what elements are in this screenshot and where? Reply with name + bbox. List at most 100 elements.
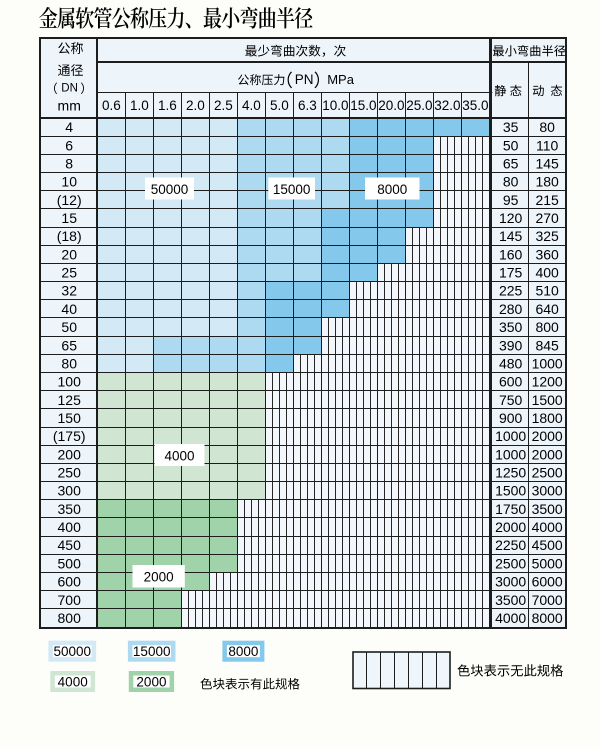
svg-text:1000: 1000 [532,355,563,371]
svg-text:(18): (18) [57,228,82,244]
svg-text:4000: 4000 [58,674,88,689]
svg-text:800: 800 [58,610,82,626]
svg-text:2500: 2500 [495,555,526,571]
svg-text:640: 640 [535,301,559,317]
svg-text:4: 4 [65,119,73,135]
svg-text:50000: 50000 [151,182,189,197]
svg-text:3000: 3000 [495,574,526,590]
svg-text:6: 6 [65,137,73,153]
svg-text:(12): (12) [57,192,82,208]
svg-text:225: 225 [499,283,523,299]
svg-text:8000: 8000 [532,610,563,626]
svg-text:35.0: 35.0 [462,98,488,113]
svg-text:900: 900 [499,410,523,426]
svg-text:270: 270 [535,210,559,226]
svg-text:4000: 4000 [532,519,563,535]
svg-text:350: 350 [499,319,523,335]
svg-text:65: 65 [503,155,519,171]
svg-text:510: 510 [535,283,559,299]
svg-text:25.0: 25.0 [406,98,432,113]
svg-text:2500: 2500 [532,465,563,481]
svg-text:3500: 3500 [495,592,526,608]
svg-text:95: 95 [503,192,519,208]
svg-text:200: 200 [58,446,82,462]
svg-text:15000: 15000 [273,182,311,197]
svg-text:120: 120 [499,210,523,226]
svg-text:32: 32 [61,283,77,299]
svg-text:50: 50 [503,137,519,153]
svg-text:20.0: 20.0 [378,98,404,113]
svg-text:6.3: 6.3 [298,98,317,113]
svg-text:600: 600 [58,574,82,590]
svg-text:20: 20 [61,246,77,262]
svg-text:600: 600 [499,374,523,390]
svg-text:4000: 4000 [164,448,194,463]
svg-text:145: 145 [499,228,523,244]
svg-text:5.0: 5.0 [270,98,289,113]
svg-text:7000: 7000 [532,592,563,608]
svg-text:35: 35 [503,119,519,135]
svg-text:3500: 3500 [532,501,563,517]
svg-text:100: 100 [58,374,82,390]
svg-text:50: 50 [61,319,77,335]
svg-text:8000: 8000 [377,182,407,197]
svg-text:2250: 2250 [495,537,526,553]
svg-text:4500: 4500 [532,537,563,553]
svg-text:2000: 2000 [136,674,166,689]
svg-text:4000: 4000 [495,610,526,626]
svg-text:2000: 2000 [532,428,563,444]
svg-text:1000: 1000 [495,446,526,462]
svg-text:125: 125 [58,392,82,408]
svg-text:300: 300 [58,483,82,499]
svg-text:15.0: 15.0 [350,98,376,113]
svg-text:15000: 15000 [133,644,171,659]
svg-text:32.0: 32.0 [434,98,460,113]
svg-text:1500: 1500 [495,483,526,499]
svg-text:700: 700 [58,592,82,608]
svg-text:5000: 5000 [532,555,563,571]
svg-text:350: 350 [58,501,82,517]
svg-text:2.0: 2.0 [186,98,205,113]
svg-text:1500: 1500 [532,392,563,408]
svg-text:175: 175 [499,265,523,281]
svg-text:25: 25 [61,265,77,281]
svg-text:160: 160 [499,246,523,262]
svg-text:750: 750 [499,392,523,408]
svg-text:280: 280 [499,301,523,317]
svg-text:1800: 1800 [532,410,563,426]
svg-text:1000: 1000 [495,428,526,444]
svg-text:mm: mm [58,98,81,114]
svg-text:1750: 1750 [495,501,526,517]
svg-text:150: 150 [58,410,82,426]
svg-text:180: 180 [535,174,559,190]
svg-text:6000: 6000 [532,574,563,590]
svg-text:2.5: 2.5 [214,98,233,113]
svg-text:400: 400 [535,265,559,281]
svg-text:400: 400 [58,519,82,535]
svg-text:80: 80 [539,119,555,135]
svg-text:1.0: 1.0 [130,98,149,113]
svg-text:80: 80 [61,355,77,371]
svg-text:845: 845 [535,337,559,353]
svg-text:360: 360 [535,246,559,262]
svg-text:MPa: MPa [327,72,355,87]
svg-text:15: 15 [61,210,77,226]
svg-text:PN: PN [295,72,314,87]
svg-text:1250: 1250 [495,465,526,481]
svg-text:0.6: 0.6 [102,98,121,113]
svg-text:145: 145 [535,155,559,171]
svg-text:DN: DN [61,83,78,95]
svg-text:1200: 1200 [532,374,563,390]
svg-text:390: 390 [499,337,523,353]
svg-text:2000: 2000 [495,519,526,535]
svg-text:110: 110 [536,137,559,153]
svg-text:10: 10 [61,174,77,190]
svg-text:(175): (175) [53,428,86,444]
svg-text:50000: 50000 [53,644,91,659]
svg-text:450: 450 [58,537,82,553]
svg-text:2000: 2000 [144,570,174,585]
svg-text:800: 800 [535,319,559,335]
svg-text:10.0: 10.0 [322,98,348,113]
svg-text:65: 65 [61,337,77,353]
svg-text:2000: 2000 [532,446,563,462]
